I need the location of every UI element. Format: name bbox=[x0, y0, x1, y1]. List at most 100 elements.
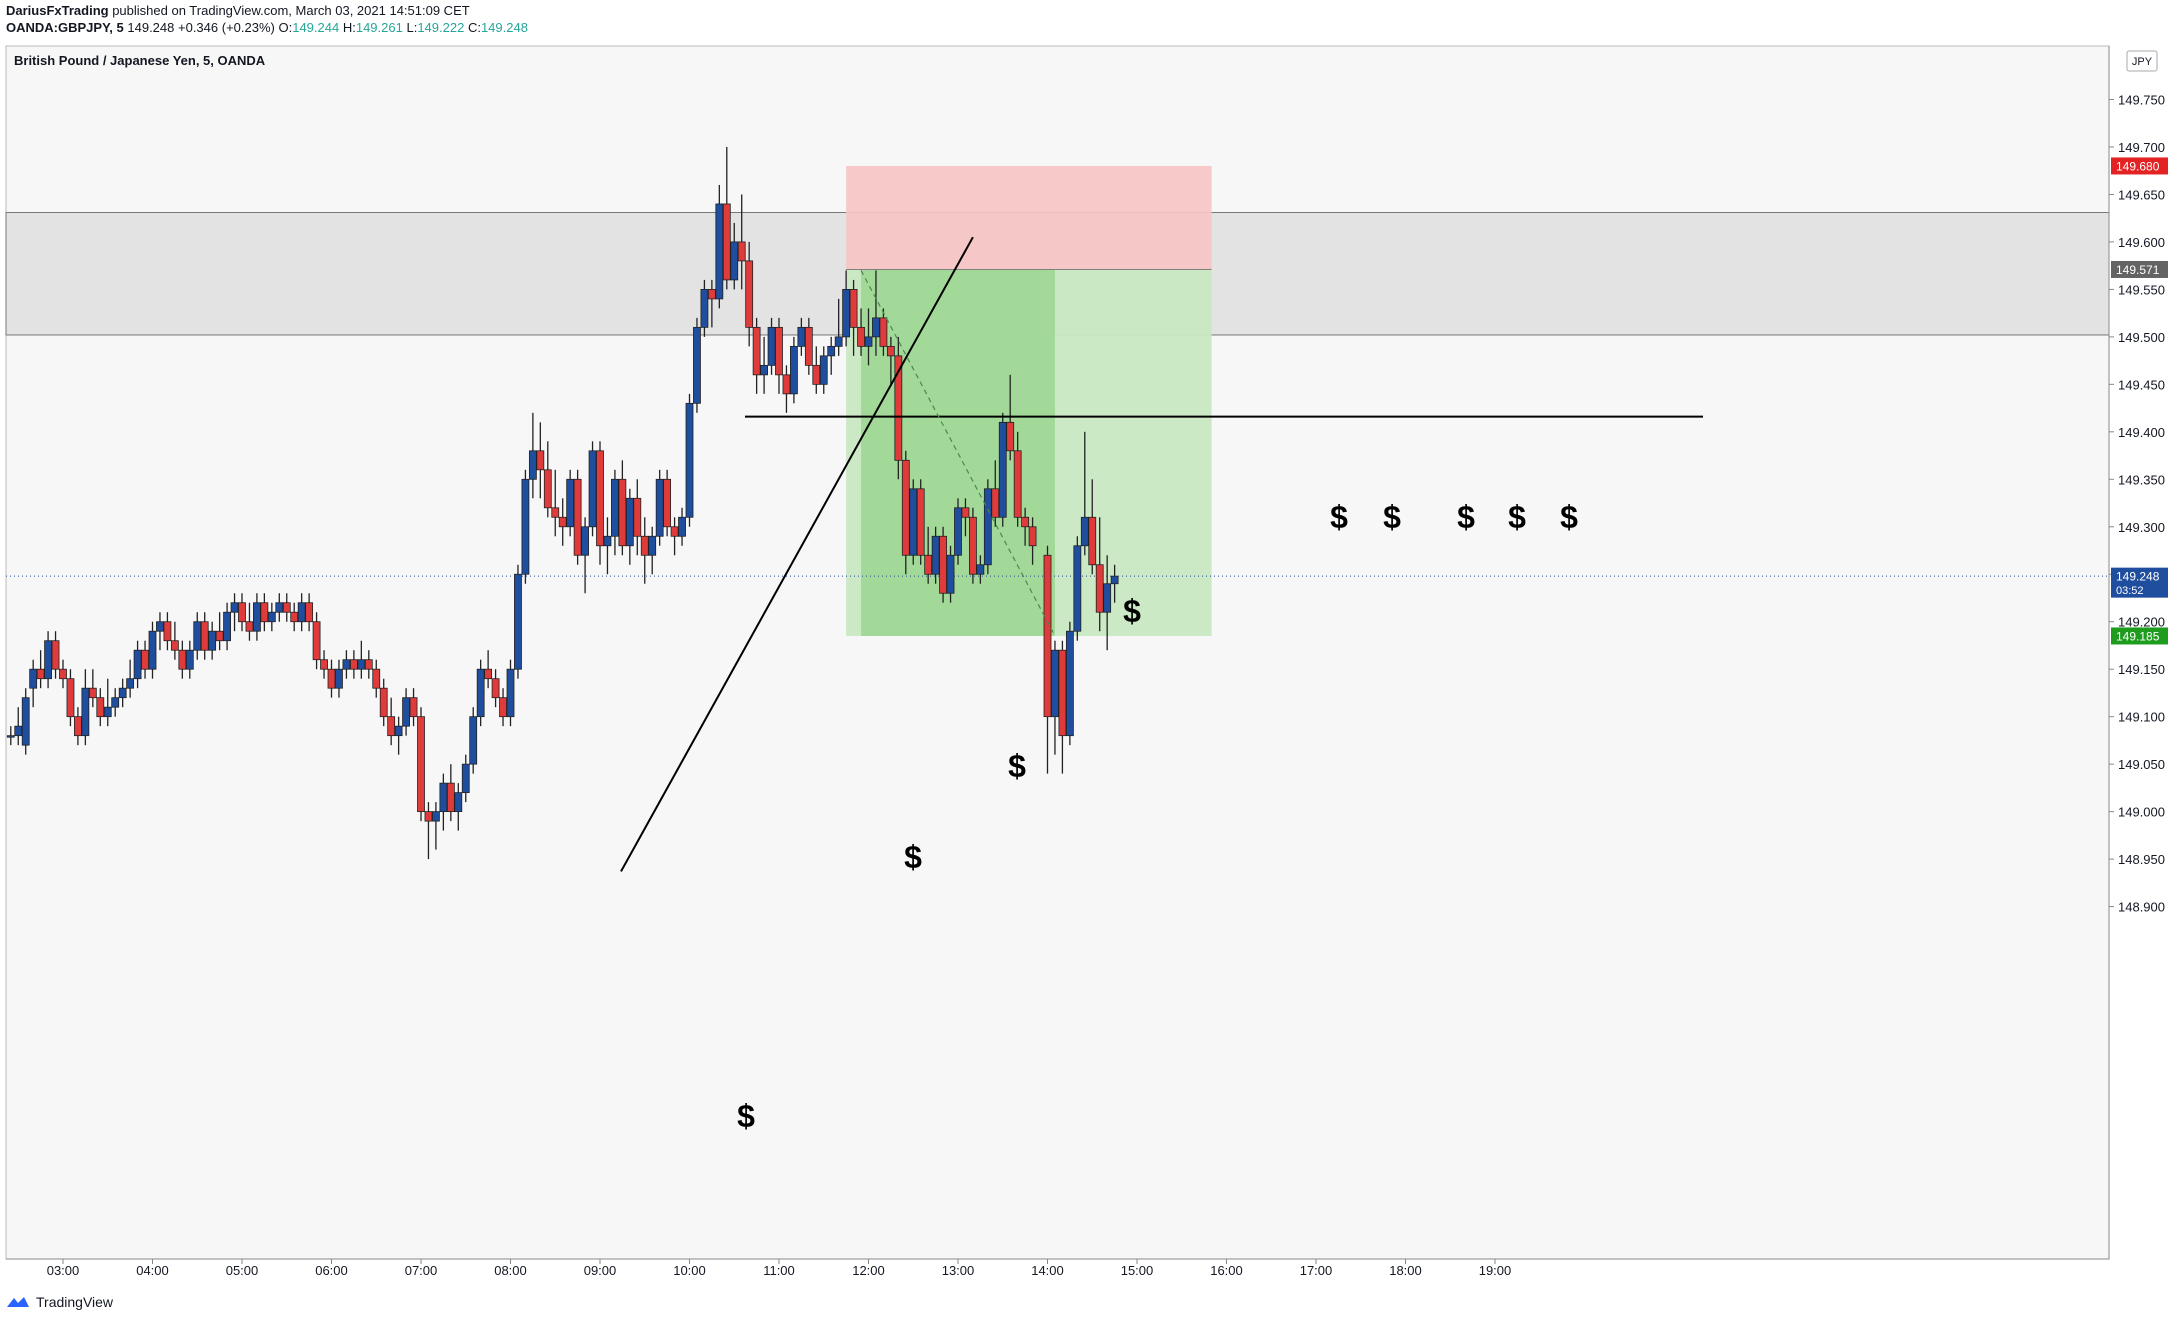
candle-body[interactable] bbox=[812, 364, 821, 385]
candle-body[interactable] bbox=[722, 203, 731, 281]
candle[interactable] bbox=[864, 308, 873, 366]
candle-body[interactable] bbox=[1021, 516, 1030, 528]
candle[interactable] bbox=[133, 640, 142, 689]
candle[interactable] bbox=[536, 422, 545, 499]
candle[interactable] bbox=[954, 498, 962, 565]
candle[interactable] bbox=[200, 612, 209, 660]
candle[interactable] bbox=[834, 298, 843, 356]
candle-body[interactable] bbox=[528, 450, 537, 480]
candle-body[interactable] bbox=[521, 478, 530, 575]
candle-body[interactable] bbox=[1088, 516, 1097, 566]
candle-body[interactable] bbox=[737, 241, 746, 262]
candle-body[interactable] bbox=[81, 687, 90, 737]
candle-body[interactable] bbox=[782, 374, 791, 395]
candle[interactable] bbox=[760, 336, 768, 394]
candle[interactable] bbox=[170, 621, 179, 660]
candle[interactable] bbox=[767, 317, 776, 375]
candle[interactable] bbox=[1110, 564, 1119, 603]
candle[interactable] bbox=[573, 469, 582, 565]
tradingview-footer[interactable]: TradingView bbox=[6, 1294, 113, 1310]
candle-body[interactable] bbox=[1095, 564, 1104, 613]
candle-body[interactable] bbox=[715, 203, 724, 300]
candle[interactable] bbox=[178, 640, 187, 679]
candle-body[interactable] bbox=[51, 640, 60, 670]
candle-body[interactable] bbox=[804, 326, 813, 366]
candle[interactable] bbox=[417, 707, 425, 822]
candle[interactable] bbox=[491, 669, 500, 708]
candle[interactable] bbox=[827, 336, 836, 375]
candle[interactable] bbox=[1051, 640, 1059, 755]
candle[interactable] bbox=[387, 697, 396, 746]
candle-body[interactable] bbox=[775, 326, 783, 376]
candle[interactable] bbox=[566, 469, 575, 537]
candle[interactable] bbox=[446, 764, 455, 822]
candle[interactable] bbox=[655, 469, 664, 546]
candle[interactable] bbox=[51, 631, 60, 679]
candle[interactable] bbox=[21, 688, 30, 755]
candle-body[interactable] bbox=[536, 450, 545, 471]
candle[interactable] bbox=[924, 526, 933, 584]
candle-body[interactable] bbox=[417, 716, 425, 813]
candle[interactable] bbox=[1058, 640, 1067, 774]
candle-body[interactable] bbox=[1006, 421, 1015, 452]
candle-body[interactable] bbox=[655, 478, 664, 537]
candle[interactable] bbox=[1021, 507, 1030, 546]
candle[interactable] bbox=[260, 593, 269, 632]
candle[interactable] bbox=[469, 707, 478, 774]
candle-body[interactable] bbox=[499, 697, 507, 718]
candle[interactable] bbox=[342, 650, 351, 679]
candle[interactable] bbox=[543, 441, 552, 518]
candle-body[interactable] bbox=[74, 716, 82, 737]
candle[interactable] bbox=[1088, 479, 1097, 575]
candle-body[interactable] bbox=[879, 317, 888, 347]
candle[interactable] bbox=[886, 336, 895, 385]
candle-body[interactable] bbox=[66, 678, 75, 718]
candle-body[interactable] bbox=[1028, 526, 1037, 547]
candle-body[interactable] bbox=[103, 706, 112, 718]
candle-body[interactable] bbox=[872, 317, 880, 338]
candle[interactable] bbox=[678, 507, 686, 546]
candle[interactable] bbox=[715, 184, 724, 309]
candle-body[interactable] bbox=[208, 630, 217, 651]
candle-body[interactable] bbox=[857, 326, 865, 347]
candle-body[interactable] bbox=[954, 507, 962, 556]
candle[interactable] bbox=[364, 650, 373, 679]
candle-body[interactable] bbox=[745, 260, 754, 328]
candle[interactable] bbox=[499, 688, 507, 727]
candle[interactable] bbox=[148, 621, 157, 679]
candle[interactable] bbox=[103, 678, 112, 727]
candle[interactable] bbox=[424, 802, 433, 860]
candle[interactable] bbox=[163, 612, 172, 651]
candle[interactable] bbox=[648, 526, 657, 575]
candle-body[interactable] bbox=[983, 488, 992, 566]
candle-body[interactable] bbox=[588, 450, 597, 528]
candle-body[interactable] bbox=[514, 573, 522, 670]
candle-body[interactable] bbox=[969, 516, 977, 575]
candle[interactable] bbox=[394, 716, 403, 755]
candle[interactable] bbox=[983, 479, 992, 575]
candle-body[interactable] bbox=[916, 488, 925, 556]
candle-body[interactable] bbox=[59, 668, 67, 680]
candle[interactable] bbox=[752, 317, 761, 394]
candle[interactable] bbox=[670, 517, 679, 556]
candle[interactable] bbox=[349, 650, 358, 679]
candle[interactable] bbox=[432, 802, 440, 850]
candle-body[interactable] bbox=[312, 621, 321, 661]
candle[interactable] bbox=[327, 659, 336, 698]
candle[interactable] bbox=[737, 194, 746, 290]
candle-body[interactable] bbox=[752, 326, 761, 376]
candle-body[interactable] bbox=[790, 345, 798, 395]
candle[interactable] bbox=[96, 688, 105, 727]
candle[interactable] bbox=[588, 441, 597, 537]
candle[interactable] bbox=[901, 450, 910, 575]
candle-body[interactable] bbox=[998, 421, 1007, 518]
candle-body[interactable] bbox=[961, 507, 970, 518]
candle-body[interactable] bbox=[767, 326, 776, 366]
candle[interactable] bbox=[156, 612, 164, 651]
candle-body[interactable] bbox=[1013, 450, 1022, 518]
candle-body[interactable] bbox=[394, 725, 403, 737]
candle-body[interactable] bbox=[834, 336, 843, 347]
candle[interactable] bbox=[693, 317, 701, 413]
candle[interactable] bbox=[506, 659, 515, 727]
candle[interactable] bbox=[991, 460, 1000, 527]
